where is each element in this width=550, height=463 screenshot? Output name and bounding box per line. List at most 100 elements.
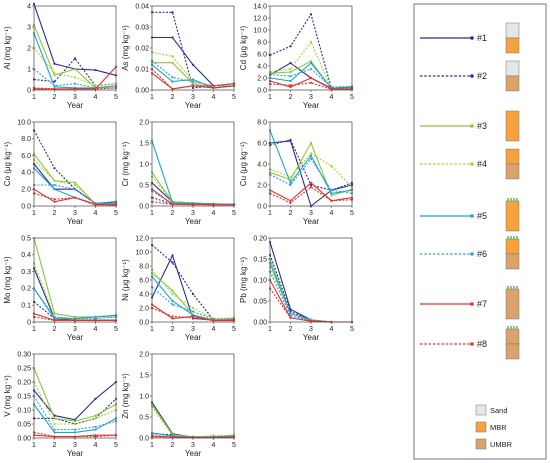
- soil-layer: [505, 22, 520, 39]
- x-tick-label: 4: [212, 210, 216, 217]
- data-point: [289, 85, 292, 89]
- data-point: [94, 315, 97, 319]
- data-point: [212, 86, 215, 89]
- x-tick-label: 1: [268, 94, 272, 101]
- x-tick-label: 1: [150, 94, 154, 101]
- legend-frame: [413, 3, 547, 460]
- legend-entry: #4: [420, 148, 520, 180]
- y-axis-label: V (mg kg⁻¹): [3, 375, 12, 417]
- data-point: [171, 315, 174, 318]
- legend-entry: #1: [420, 22, 520, 54]
- series-line-3: [33, 237, 117, 318]
- data-point: [94, 397, 97, 400]
- y-tick-label: 0.25: [17, 365, 31, 372]
- series-line-4: [33, 381, 117, 425]
- data-point: [171, 61, 174, 64]
- legend-entry: #3: [420, 110, 520, 142]
- legend-marker: [470, 74, 474, 78]
- data-point: [53, 431, 56, 434]
- data-point: [289, 79, 292, 83]
- y-axis-label: Cr (mg kg⁻¹): [121, 141, 130, 186]
- data-point: [94, 87, 97, 91]
- data-point: [53, 435, 56, 438]
- chart-panel: 0.00 0.01 0.02 0.03 0.04 1 2 3 4 5 Year As (mg kg⁻¹…: [121, 3, 236, 110]
- data-point: [289, 175, 292, 178]
- data-point: [330, 165, 333, 168]
- y-tick-label: 0.3: [21, 269, 31, 276]
- y-axis-label: Zn (mg kg⁻¹): [121, 373, 130, 419]
- data-point: [53, 84, 56, 87]
- series-line-1: [33, 381, 117, 421]
- y-tick-label: 12.0: [253, 15, 267, 22]
- x-axis-label: Year: [303, 217, 320, 226]
- data-point: [289, 67, 292, 71]
- data-point: [309, 154, 313, 157]
- y-tick-label: 0.1: [21, 303, 31, 310]
- data-point: [94, 68, 97, 72]
- data-point: [309, 183, 313, 187]
- soil-layer: [505, 288, 520, 320]
- x-tick-label: 1: [32, 94, 36, 101]
- data-point: [191, 203, 195, 206]
- chart-panel: 0.00 0.05 0.10 0.15 0.20 0.25 0.30 1 2 3 4 5 Year V (…: [3, 351, 118, 458]
- data-point: [73, 188, 77, 191]
- legend-label: #4: [477, 159, 487, 169]
- legend-entry: #8: [420, 326, 520, 360]
- soil-layer: [505, 110, 520, 142]
- material-key: Sand: [475, 404, 508, 416]
- chart-panel: 0.0 2.0 4.0 6.0 8.0 10.0 1 2 3 4 5 Year Co (μg kg⁻¹): [3, 119, 118, 226]
- y-tick-label: 3: [27, 24, 31, 31]
- y-tick-label: 6.0: [257, 51, 267, 58]
- plot-frame: [33, 5, 117, 91]
- data-point: [191, 63, 195, 66]
- x-tick-label: 1: [268, 326, 272, 333]
- y-tick-label: 6.0: [257, 140, 267, 147]
- x-tick-label: 5: [350, 210, 354, 217]
- x-tick-label: 5: [232, 326, 236, 333]
- data-point: [212, 84, 215, 87]
- x-tick-label: 5: [232, 442, 236, 449]
- y-tick-label: 0.05: [17, 421, 31, 428]
- x-axis-label: Year: [67, 101, 84, 110]
- data-point: [309, 60, 313, 63]
- y-tick-label: 2.0: [257, 75, 267, 82]
- data-point: [191, 86, 195, 89]
- series-line-8: [33, 192, 117, 206]
- x-tick-label: 4: [212, 442, 216, 449]
- data-point: [94, 84, 97, 87]
- y-tick-label: 0: [27, 87, 31, 94]
- y-tick-label: 8.0: [21, 136, 31, 143]
- series-line-8: [269, 186, 353, 204]
- data-point: [191, 84, 195, 87]
- x-tick-label: 1: [150, 442, 154, 449]
- soil-layer: [505, 253, 520, 270]
- data-point: [309, 181, 313, 184]
- x-tick-label: 2: [171, 326, 175, 333]
- legend-label: #7: [477, 299, 487, 309]
- data-point: [171, 292, 174, 296]
- x-tick-label: 5: [232, 210, 236, 217]
- data-point: [53, 428, 56, 431]
- data-point: [330, 189, 333, 192]
- legend-marker: [470, 124, 474, 128]
- y-tick-label: 4.0: [139, 291, 149, 298]
- series-line-3: [269, 258, 352, 323]
- data-point: [73, 181, 77, 184]
- y-tick-label: 0.20: [253, 235, 267, 242]
- x-tick-label: 4: [212, 326, 216, 333]
- data-point: [53, 317, 56, 320]
- data-point: [171, 289, 174, 292]
- data-point: [289, 84, 292, 87]
- series-line-1: [151, 182, 235, 205]
- data-point: [171, 299, 174, 303]
- data-point: [171, 80, 174, 83]
- x-axis-label: Year: [67, 449, 84, 458]
- x-tick-label: 3: [309, 326, 313, 333]
- data-point: [73, 435, 77, 438]
- x-tick-label: 3: [73, 326, 77, 333]
- y-tick-label: 0.01: [135, 66, 149, 73]
- data-point: [309, 40, 313, 44]
- data-point: [53, 200, 56, 203]
- data-point: [171, 55, 174, 58]
